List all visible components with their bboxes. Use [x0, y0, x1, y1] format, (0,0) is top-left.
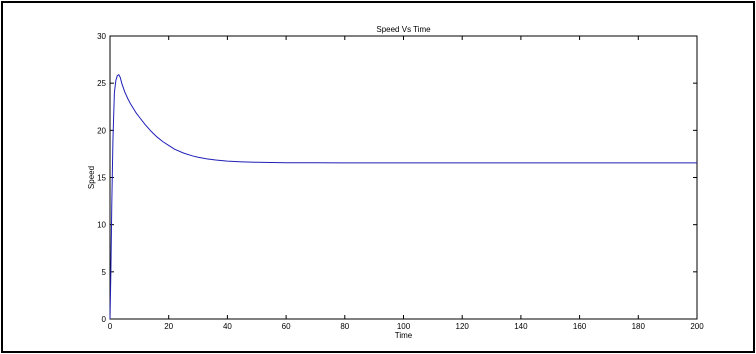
- x-tick-label: 80: [340, 322, 349, 331]
- x-tick-label: 60: [282, 322, 291, 331]
- x-tick-label: 200: [690, 322, 704, 331]
- x-tick-label: 40: [223, 322, 232, 331]
- x-tick-label: 180: [632, 322, 646, 331]
- y-tick-label: 0: [102, 315, 107, 324]
- x-tick-label: 140: [514, 322, 528, 331]
- x-tick-label: 100: [397, 322, 411, 331]
- y-tick-label: 25: [97, 79, 106, 88]
- x-axis-label: Time: [395, 331, 413, 340]
- y-tick-label: 30: [97, 32, 106, 41]
- y-tick-label: 5: [102, 268, 107, 277]
- y-axis-label: Speed: [87, 166, 96, 189]
- x-tick-label: 0: [108, 322, 113, 331]
- y-tick-label: 20: [97, 126, 106, 135]
- chart-title: Speed Vs Time: [376, 25, 431, 34]
- x-tick-label: 20: [164, 322, 173, 331]
- x-tick-label: 160: [573, 322, 587, 331]
- y-tick-label: 15: [97, 174, 106, 183]
- series-line-speed: [109, 73, 697, 320]
- y-tick-label: 10: [97, 221, 106, 230]
- plot-area: [109, 35, 698, 320]
- x-tick-label: 120: [456, 322, 470, 331]
